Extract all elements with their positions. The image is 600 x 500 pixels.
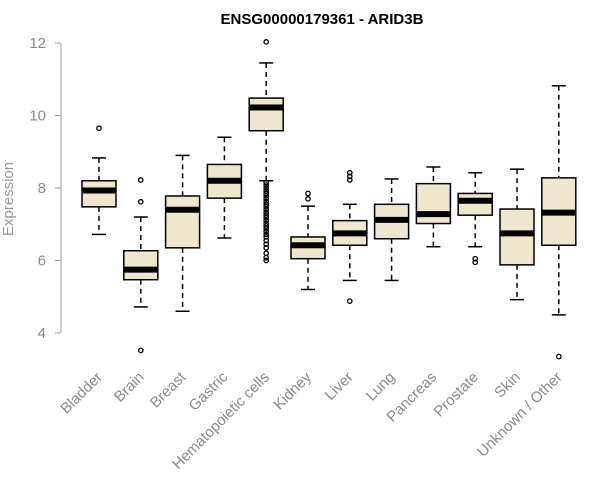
box-prostate [457, 172, 493, 266]
outlier-point [346, 173, 353, 180]
outlier-point [263, 39, 270, 45]
box-liver [332, 169, 368, 304]
iqr-box [457, 192, 493, 216]
x-tick-label: Breast [147, 368, 190, 411]
box-pancreas [415, 166, 452, 248]
outlier-point [263, 214, 270, 221]
outlier-point [263, 193, 270, 199]
x-tick-label: Prostate [430, 369, 482, 421]
y-axis-label: Expression [0, 162, 17, 236]
y-tick-label: 6 [38, 253, 46, 270]
iqr-box [499, 208, 535, 266]
outlier-point [263, 204, 270, 210]
outlier-point [346, 169, 353, 176]
outlier-point [263, 241, 270, 248]
iqr-box [248, 97, 284, 132]
outlier-point [96, 125, 102, 132]
outlier-point [263, 254, 270, 261]
chart-title: ENSG00000179361 - ARID3B [221, 11, 424, 28]
outlier-point [263, 212, 270, 219]
y-axis-ticks: 4 6 8 10 12 [29, 35, 61, 342]
x-tick-label: Brain [111, 369, 148, 406]
y-tick-label: 10 [29, 108, 46, 125]
outlier-point [137, 198, 144, 205]
outlier-point [472, 259, 479, 266]
outlier-point [263, 231, 270, 238]
x-tick-label: Kidney [270, 368, 315, 413]
outlier-point [263, 198, 270, 205]
outlier-point [263, 206, 270, 213]
y-tick-label: 12 [29, 35, 46, 52]
outlier-point [263, 225, 270, 232]
box-lung [373, 178, 410, 282]
box-bladder [81, 125, 117, 236]
outlier-point [263, 237, 270, 244]
outlier-point [263, 228, 270, 235]
outlier-point [346, 298, 353, 304]
x-tick-label: Liver [322, 369, 357, 404]
outlier-point [263, 196, 270, 202]
outlier-point [263, 188, 270, 194]
outlier-point [263, 244, 270, 251]
outlier-point [263, 185, 270, 191]
y-tick-label: 8 [38, 180, 46, 197]
x-tick-label: Skin [491, 369, 524, 402]
outlier-point [263, 257, 270, 264]
box-breast [164, 154, 201, 312]
outlier-point [263, 234, 270, 240]
outlier-point [346, 177, 353, 183]
outlier-point [263, 190, 270, 197]
box-hematopoietic-cells [248, 39, 284, 264]
outlier-point [472, 255, 479, 262]
outlier-point [263, 209, 270, 216]
outlier-point [555, 353, 562, 360]
box-brain [123, 177, 159, 354]
outlier-point [263, 223, 270, 229]
outlier-point [263, 217, 270, 224]
iqr-box [164, 195, 201, 249]
x-tick-label: Lung [363, 369, 399, 405]
box-unknown-other [541, 85, 577, 360]
iqr-box [415, 182, 452, 225]
outlier-point [263, 220, 270, 227]
box-gastric [206, 136, 243, 239]
x-tick-label: Bladder [57, 369, 106, 418]
iqr-box [81, 180, 117, 208]
outlier-point [263, 182, 270, 188]
box-kidney [290, 190, 326, 291]
outlier-point [305, 190, 311, 197]
boxes-group [81, 39, 577, 360]
outlier-point [137, 347, 144, 354]
box-skin [499, 168, 535, 301]
iqr-box [123, 249, 159, 281]
outlier-point [263, 201, 270, 208]
outlier-point [263, 179, 270, 186]
y-tick-label: 4 [38, 325, 46, 342]
outlier-point [305, 196, 311, 202]
outlier-point [137, 177, 144, 183]
